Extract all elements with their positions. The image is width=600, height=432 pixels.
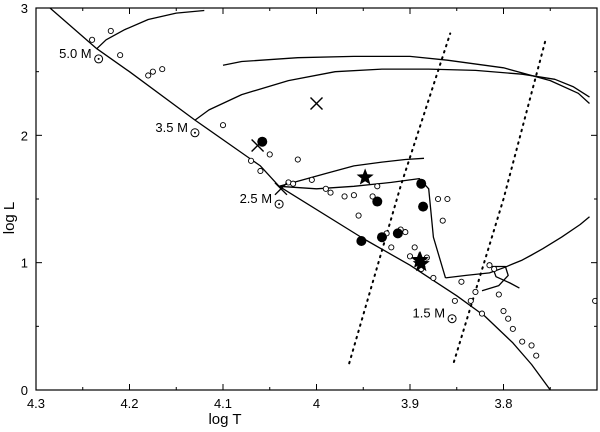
mass-label: 1.5 M — [413, 306, 457, 324]
mass-label: 3.5 M — [155, 120, 200, 138]
y-axis-title: log L — [1, 202, 18, 235]
evolutionary-track — [222, 55, 590, 104]
y-tick-label: 0 — [21, 383, 28, 398]
evolutionary-track — [481, 265, 520, 292]
open-circle-point — [107, 27, 114, 34]
open-circle-point — [505, 315, 512, 322]
open-circle-point — [117, 52, 124, 59]
open-circle-point — [519, 338, 526, 345]
open-circle-point — [355, 212, 362, 219]
sun-symbol-dot — [451, 317, 454, 320]
y-tick-label: 1 — [21, 256, 28, 271]
open-circle-point — [444, 195, 451, 203]
open-circle-point — [500, 308, 507, 315]
open-circle-point — [149, 68, 156, 75]
open-circle-point — [266, 151, 273, 158]
open-circle-point — [533, 352, 540, 359]
open-circle-point — [478, 310, 486, 317]
instability-strip-edge — [452, 38, 547, 363]
open-circle-point — [495, 291, 502, 298]
open-circle-point — [341, 193, 348, 200]
filled-circle-point — [376, 232, 387, 243]
mass-label-text: 5.0 M — [59, 46, 92, 61]
filled-circle-point — [392, 228, 403, 239]
open-circle-point — [290, 180, 297, 187]
filled-circle-point — [372, 196, 383, 207]
star-point — [412, 254, 430, 272]
mass-label-text: 3.5 M — [155, 120, 188, 135]
open-circle-point — [350, 192, 357, 199]
mass-label: 2.5 M — [240, 191, 284, 209]
sun-symbol-dot — [278, 203, 281, 206]
open-circle-point — [159, 66, 166, 73]
cross-point — [310, 97, 323, 110]
axis-ticks: 4.3 4.2 4.1 4 3.9 3.8 0 1 2 3 — [21, 1, 598, 411]
open-circle-point — [592, 297, 597, 304]
x-tick-label: 3.8 — [494, 396, 512, 411]
open-circle-point — [411, 244, 418, 251]
open-circle-point — [327, 189, 334, 196]
open-circle-point — [145, 72, 152, 79]
evolutionary-track — [445, 216, 590, 279]
filled-circle-point — [418, 201, 429, 212]
open-circle-point — [369, 193, 376, 200]
open-circle-point — [308, 176, 315, 183]
open-circle-point — [486, 262, 493, 269]
open-circle-point — [322, 185, 329, 192]
sun-symbol-dot — [193, 131, 196, 134]
open-circle-point — [374, 183, 381, 190]
star-point — [356, 168, 374, 185]
x-axis-title: log T — [208, 411, 241, 428]
open-circle-point — [89, 36, 96, 43]
plot-content — [49, 8, 597, 390]
evolutionary-track — [96, 9, 205, 50]
mass-label-text: 1.5 M — [413, 306, 446, 321]
x-tick-label: 4.3 — [27, 396, 45, 411]
open-circle-point — [467, 297, 474, 304]
open-circle-point — [509, 325, 516, 332]
x-tick-label: 4.1 — [214, 396, 232, 411]
open-circle-point — [402, 229, 409, 236]
mass-labels: 5.0 M 3.5 M 2.5 M 1.5 M — [59, 46, 457, 324]
sun-symbol-dot — [97, 57, 100, 60]
evolutionary-track — [279, 177, 447, 279]
zams-line — [49, 8, 551, 390]
evolutionary-track — [194, 68, 590, 121]
x-tick-label: 3.9 — [401, 396, 419, 411]
open-circle-point — [451, 297, 458, 304]
open-circle-point — [439, 217, 446, 224]
filled-circle-point — [356, 236, 367, 247]
y-tick-label: 2 — [21, 128, 28, 143]
evolutionary-track — [278, 157, 425, 187]
instability-strip-edge — [348, 32, 452, 365]
cross-point — [251, 139, 265, 153]
open-circle-point — [472, 288, 479, 296]
open-circle-point — [294, 156, 301, 163]
mass-label: 5.0 M — [59, 46, 104, 64]
open-circle-point — [528, 342, 535, 349]
open-circle-point — [257, 167, 264, 175]
open-circle-point — [434, 195, 442, 203]
x-tick-label: 4 — [313, 396, 320, 411]
open-circle-point — [491, 265, 498, 273]
open-circle-point — [430, 274, 437, 281]
open-circle-point — [247, 157, 255, 164]
cross-point — [274, 182, 288, 196]
open-circle-point — [458, 278, 465, 285]
open-circle-point — [219, 122, 227, 129]
open-circle-point — [388, 244, 395, 251]
x-tick-label: 4.2 — [120, 396, 138, 411]
filled-circle-point — [416, 178, 427, 189]
y-tick-label: 3 — [21, 1, 28, 16]
mass-label-text: 2.5 M — [240, 191, 273, 206]
